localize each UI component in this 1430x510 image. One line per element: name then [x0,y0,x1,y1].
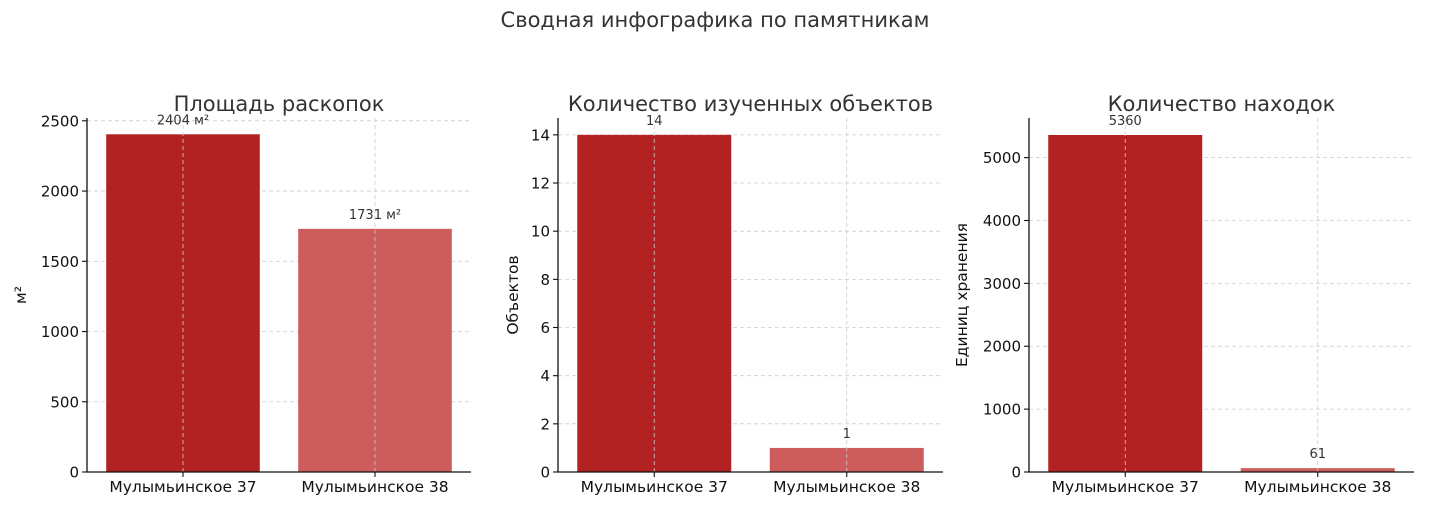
y-tick-label: 1000 [41,323,79,341]
bar-2 [769,447,924,472]
y-tick-label: 14 [531,126,550,144]
y-tick-label: 1500 [41,253,79,271]
y-tick-label: 5000 [983,149,1021,167]
y-tick-label: 4 [540,367,550,385]
y-tick-label: 3000 [983,275,1021,293]
chart-title: Количество изученных объектов [568,92,933,116]
y-tick-label: 2000 [41,183,79,201]
y-tick-label: 6 [540,319,550,337]
bar-value-label: 2404 м² [157,113,209,128]
y-tick-label: 0 [540,464,550,482]
y-tick-label: 500 [50,393,79,411]
y-tick-label: 12 [531,175,550,193]
y-tick-label: 2500 [41,112,79,130]
chart-title: Площадь раскопок [174,92,385,116]
y-tick-label: 4000 [983,212,1021,230]
bar-value-label: 1731 м² [349,208,401,223]
chart-title: Количество находок [1108,92,1336,116]
bar-value-label: 5360 [1109,114,1142,129]
x-tick-label: Мулымьинское 38 [1244,478,1391,496]
chart-panel-1: 0 500 1000 1500 2000 2500 Мулымьинское 37 Мулым… [12,92,471,496]
y-tick-label: 1000 [983,401,1021,419]
chart-panel-2: 0 2 4 6 8 10 12 14 Мулымьинское 37 Мулымьинское 3… [504,92,943,496]
y-tick-label: 2000 [983,338,1021,356]
y-tick-label: 0 [69,464,79,482]
x-tick-label: Мулымьинское 38 [301,478,448,496]
figure-suptitle: Сводная инфографика по памятникам [501,8,930,32]
y-tick-label: 8 [540,271,550,289]
y-tick-label: 0 [1011,464,1021,482]
chart-panel-3: 0 1000 2000 3000 4000 5000 Мулымьинское 37 Мулы… [953,92,1414,496]
bar-value-label: 1 [843,427,851,442]
bar-value-label: 61 [1309,447,1326,462]
x-tick-label: Мулымьинское 37 [1052,478,1199,496]
x-tick-label: Мулымьинское 37 [581,478,728,496]
y-axis-label: Единиц хранения [953,223,971,367]
y-axis-label: м² [12,286,30,304]
y-axis-label: Объектов [504,255,522,334]
y-tick-label: 10 [531,223,550,241]
x-tick-label: Мулымьинское 38 [773,478,920,496]
bar-value-label: 14 [646,114,663,129]
x-tick-label: Мулымьинское 37 [109,478,256,496]
y-tick-label: 2 [540,415,550,433]
